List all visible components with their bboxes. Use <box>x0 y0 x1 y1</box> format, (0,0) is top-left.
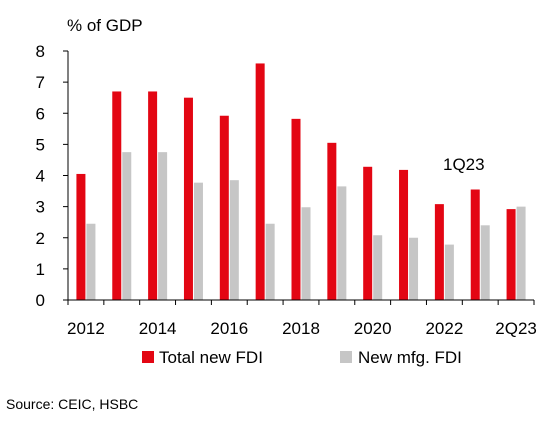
bar-total-new-fdi-2020 <box>363 166 373 300</box>
legend: Total new FDI New mfg. FDI <box>142 348 462 367</box>
x-axis: 2012 2014 2016 2018 2020 2022 2Q23 <box>67 299 537 338</box>
y-tick-label: 3 <box>36 198 45 217</box>
legend-swatch-new-mfg-fdi <box>340 351 352 363</box>
legend-swatch-total-new-fdi <box>142 351 154 363</box>
x-tick-label: 2020 <box>354 319 392 338</box>
y-tick-label: 2 <box>36 229 45 248</box>
y-axis: 0 1 2 3 4 5 6 7 8 <box>36 42 69 310</box>
source-note: Source: CEIC, HSBC <box>6 396 139 412</box>
bar-new-mfg-fdi-2018 <box>301 207 311 300</box>
bar-total-new-fdi-2013 <box>112 91 122 301</box>
bar-total-new-fdi-2014 <box>148 91 158 301</box>
y-tick-label: 7 <box>36 73 45 92</box>
bar-new-mfg-fdi-2016 <box>229 180 239 300</box>
y-tick-label: 1 <box>36 260 45 279</box>
bar-total-new-fdi-2017 <box>255 63 265 301</box>
y-tick-label: 6 <box>36 104 45 123</box>
x-tick-label: 2Q23 <box>495 319 537 338</box>
annotation-1q23: 1Q23 <box>443 155 485 174</box>
bar-new-mfg-fdi-2020 <box>373 235 383 300</box>
bar-total-new-fdi-2015 <box>183 97 193 300</box>
bar-total-new-fdi-1q23 <box>470 189 480 300</box>
legend-label-new-mfg-fdi: New mfg. FDI <box>358 348 462 367</box>
y-tick-label: 0 <box>36 291 45 310</box>
bar-total-new-fdi-2021 <box>399 169 409 300</box>
bars-group <box>76 63 526 301</box>
y-unit-label: % of GDP <box>67 16 143 35</box>
bar-total-new-fdi-2019 <box>327 142 337 300</box>
bar-new-mfg-fdi-2022 <box>444 244 454 300</box>
bar-new-mfg-fdi-2014 <box>158 152 168 300</box>
bar-total-new-fdi-2q23 <box>506 209 516 300</box>
y-tick-label: 5 <box>36 135 45 154</box>
bar-new-mfg-fdi-1q23 <box>480 225 490 300</box>
bar-new-mfg-fdi-2015 <box>193 182 203 300</box>
bar-new-mfg-fdi-2021 <box>409 237 419 300</box>
bar-new-mfg-fdi-2017 <box>265 223 275 300</box>
bar-new-mfg-fdi-2012 <box>86 223 96 300</box>
bar-new-mfg-fdi-2013 <box>122 152 132 300</box>
legend-label-total-new-fdi: Total new FDI <box>159 348 263 367</box>
bar-total-new-fdi-2016 <box>219 115 229 301</box>
y-tick-label: 4 <box>36 167 45 186</box>
bar-total-new-fdi-2022 <box>434 204 444 300</box>
x-tick-label: 2018 <box>282 319 320 338</box>
x-tick-label: 2016 <box>210 319 248 338</box>
x-tick-label: 2012 <box>67 319 105 338</box>
y-tick-label: 8 <box>36 42 45 61</box>
bar-total-new-fdi-2012 <box>76 173 86 300</box>
bar-total-new-fdi-2018 <box>291 118 301 300</box>
x-tick-label: 2022 <box>425 319 463 338</box>
x-tick-label: 2014 <box>139 319 177 338</box>
bar-new-mfg-fdi-2019 <box>337 186 347 300</box>
bar-new-mfg-fdi-2q23 <box>516 206 526 300</box>
